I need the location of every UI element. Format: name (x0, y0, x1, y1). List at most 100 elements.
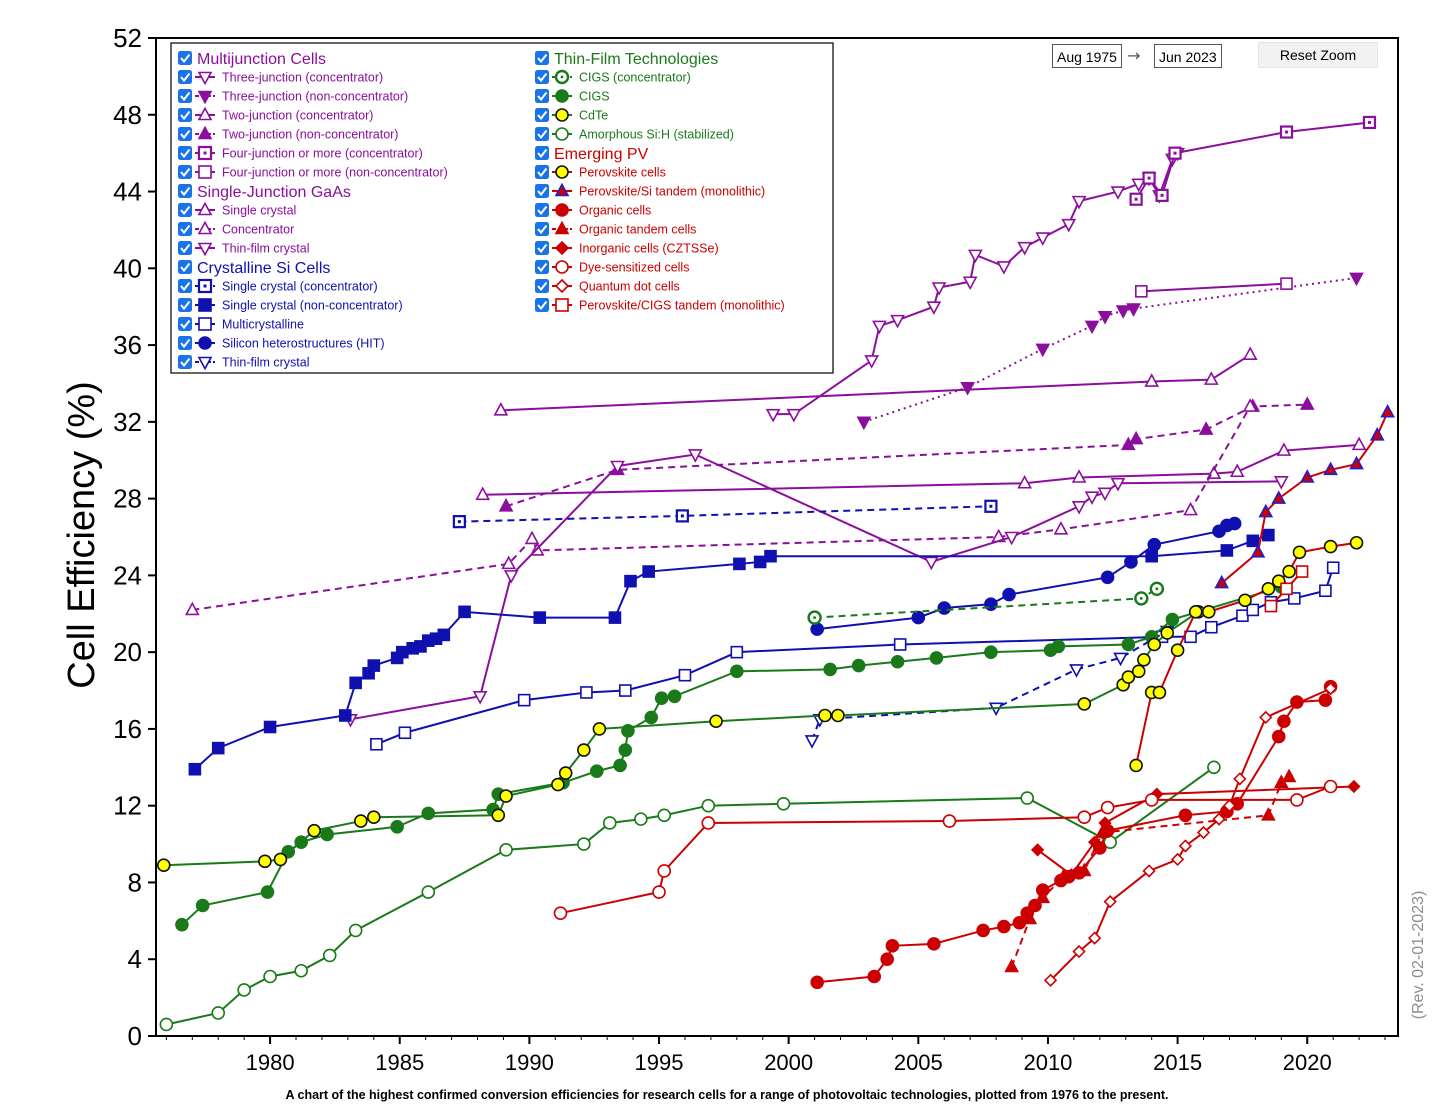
checkbox[interactable] (535, 203, 549, 217)
legend-group-header[interactable]: Emerging PV (535, 146, 649, 163)
checkbox[interactable] (178, 241, 192, 255)
checkbox[interactable] (535, 222, 549, 236)
series-line (192, 405, 1252, 611)
data-point (1144, 373, 1160, 387)
checkbox[interactable] (535, 260, 549, 274)
data-point (533, 611, 547, 624)
checkbox[interactable] (535, 108, 549, 122)
checkbox[interactable] (535, 165, 549, 179)
checkbox[interactable] (178, 355, 192, 369)
legend-marker (197, 242, 213, 257)
legend-item-cdte[interactable]: CdTe (535, 108, 608, 123)
checkbox[interactable] (535, 146, 549, 160)
checkbox[interactable] (178, 108, 192, 122)
data-point-dot (989, 504, 993, 508)
data-point (1142, 864, 1156, 878)
legend-item-gaas_tf[interactable]: Thin-film crystal (178, 241, 310, 257)
checkbox[interactable] (178, 89, 192, 103)
checkbox[interactable] (535, 51, 549, 65)
checkbox[interactable] (535, 184, 549, 198)
data-point (976, 923, 990, 938)
check-icon (180, 357, 191, 368)
legend-item-mj4n[interactable]: Four-junction or more (non-concentrator) (178, 165, 448, 180)
legend-item-mj2n[interactable]: Two-junction (non-concentrator) (178, 125, 398, 142)
checkbox[interactable] (178, 146, 192, 160)
legend-item-mj3c[interactable]: Three-junction (concentrator) (178, 70, 383, 86)
legend-item-cigs_conc[interactable]: CIGS (concentrator) (535, 69, 691, 85)
legend-item-mj4c[interactable]: Four-junction or more (concentrator) (178, 145, 423, 161)
legend-item-perov_si[interactable]: Perovskite/Si tandem (monolithic) (535, 182, 765, 199)
zoom-from-date[interactable]: Aug 1975 (1052, 44, 1122, 68)
checkbox[interactable] (535, 298, 549, 312)
legend-group-header[interactable]: Crystalline Si Cells (178, 260, 330, 277)
legend-item-org[interactable]: Organic cells (535, 203, 651, 218)
checkbox[interactable] (535, 241, 549, 255)
checkbox[interactable] (178, 203, 192, 217)
data-point (1273, 476, 1289, 490)
data-point (1030, 843, 1045, 857)
legend-item-mj2c[interactable]: Two-junction (concentrator) (178, 106, 373, 123)
data-point (1280, 582, 1293, 596)
legend-item-si_sc[interactable]: Single crystal (non-concentrator) (178, 298, 403, 313)
data-point-dot (1367, 120, 1371, 124)
checkbox[interactable] (535, 70, 549, 84)
legend-item-czts[interactable]: Inorganic cells (CZTSSe) (535, 240, 719, 256)
legend-item-si_conc[interactable]: Single crystal (concentrator) (178, 278, 378, 294)
legend-item-dye[interactable]: Dye-sensitized cells (535, 260, 689, 275)
reset-zoom-button[interactable]: Reset Zoom (1258, 42, 1378, 68)
legend-item-si_multi[interactable]: Multicrystalline (178, 317, 304, 332)
checkbox[interactable] (178, 298, 192, 312)
data-point (211, 1006, 226, 1020)
data-point (1214, 574, 1230, 589)
check-icon (180, 205, 191, 216)
data-point (652, 885, 666, 899)
revision-note: (Rev. 02-01-2023) (1410, 891, 1427, 1020)
data-point (1198, 421, 1214, 435)
checkbox[interactable] (535, 279, 549, 293)
y-tick-label: 8 (128, 867, 142, 897)
data-point (1246, 603, 1260, 617)
legend-item-perov[interactable]: Perovskite cells (535, 165, 666, 180)
legend-item-si_tf[interactable]: Thin-film crystal (178, 355, 310, 371)
series-perov (1129, 535, 1364, 773)
checkbox[interactable] (178, 336, 192, 350)
data-point (1051, 639, 1066, 654)
legend-item-asi[interactable]: Amorphous Si:H (stabilized) (535, 127, 734, 142)
checkbox[interactable] (535, 89, 549, 103)
checkbox[interactable] (178, 317, 192, 331)
legend-item-qd[interactable]: Quantum dot cells (535, 278, 680, 294)
checkbox[interactable] (178, 279, 192, 293)
data-point (1349, 272, 1364, 287)
legend-item-si_hit[interactable]: Silicon heterostructures (HIT) (178, 336, 385, 351)
legend-item-cigs[interactable]: CIGS (535, 89, 610, 104)
data-point-dot (1147, 176, 1151, 180)
data-point (1326, 561, 1340, 575)
legend-group-header[interactable]: Multijunction Cells (178, 51, 326, 68)
legend-group-header[interactable]: Thin-Film Technologies (535, 51, 718, 68)
checkbox[interactable] (178, 51, 192, 65)
checkbox[interactable] (178, 222, 192, 236)
data-point (1084, 320, 1100, 335)
legend-item-gaas_sc[interactable]: Single crystal (178, 201, 296, 218)
checkbox[interactable] (178, 260, 192, 274)
checkbox[interactable] (535, 127, 549, 141)
data-point (657, 864, 672, 878)
check-icon (537, 167, 548, 178)
series-si_sc (188, 528, 1275, 776)
legend-item-perov_cigs[interactable]: Perovskite/CIGS tandem (monolithic) (535, 298, 785, 313)
checkbox[interactable] (178, 165, 192, 179)
series-cigs (175, 580, 1289, 932)
legend-item-gaas_conc[interactable]: Concentrator (178, 220, 294, 237)
data-point (1115, 305, 1131, 319)
checkbox[interactable] (178, 184, 192, 198)
x-tick-label: 1985 (375, 1050, 424, 1075)
legend-item-mj3n[interactable]: Three-junction (non-concentrator) (178, 89, 408, 105)
legend-group-header[interactable]: Single-Junction GaAs (178, 184, 351, 201)
checkbox[interactable] (178, 127, 192, 141)
data-point-dot (457, 520, 461, 524)
zoom-to-date[interactable]: Jun 2023 (1154, 44, 1222, 68)
checkbox[interactable] (178, 70, 192, 84)
legend-item-org_tandem[interactable]: Organic tandem cells (535, 220, 696, 237)
